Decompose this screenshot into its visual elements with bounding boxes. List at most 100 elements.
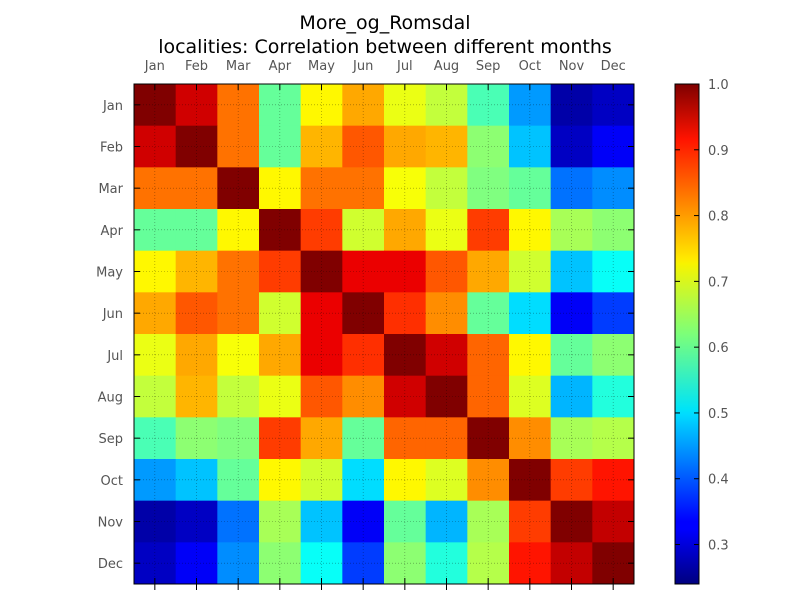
- x-tick-label-nov: Nov: [559, 59, 585, 74]
- heatmap-cell-dec-aug: [425, 542, 468, 585]
- heatmap-cell-feb-nov: [550, 125, 593, 168]
- heatmap-cell-mar-jul: [384, 167, 427, 210]
- heatmap-cell-jan-aug: [425, 84, 468, 127]
- heatmap-gridlines: [134, 84, 634, 584]
- heatmap-cell-oct-apr: [259, 459, 302, 502]
- x-tick-label-may: May: [308, 59, 335, 74]
- heatmap-cell-jul-dec: [592, 334, 635, 377]
- heatmap-cell-jan-feb: [175, 84, 218, 127]
- heatmap-cell-feb-mar: [217, 125, 260, 168]
- heatmap-cell-aug-feb: [175, 375, 218, 418]
- y-tick-label-dec: Dec: [98, 557, 123, 572]
- heatmap-cell-dec-jul: [384, 542, 427, 585]
- heatmap-cell-jul-aug: [425, 334, 468, 377]
- x-tick-label-jul: Jul: [396, 59, 413, 74]
- heatmap-cell-sep-jan: [134, 417, 177, 460]
- heatmap-cell-aug-dec: [592, 375, 635, 418]
- heatmap-cell-apr-jun: [342, 209, 385, 252]
- x-tick-label-oct: Oct: [519, 59, 541, 74]
- heatmap-cell-apr-jul: [384, 209, 427, 252]
- y-tick-label-jan: Jan: [102, 99, 123, 114]
- heatmap-cell-dec-feb: [175, 542, 218, 585]
- heatmap-cell-nov-sep: [467, 500, 510, 543]
- heatmap-cell-apr-jan: [134, 209, 177, 252]
- colorbar-ticks: 0.3 0.4 0.5 0.6 0.7 0.8 0.9 1.0: [675, 78, 729, 554]
- heatmap-cell-jul-may: [300, 334, 343, 377]
- colorbar-tick-label: 0.3: [708, 539, 729, 554]
- y-tick-label-jun: Jun: [102, 307, 123, 322]
- heatmap-cell-jan-jun: [342, 84, 385, 127]
- chart-title-line1: More_og_Romsdal: [299, 12, 470, 34]
- heatmap-cell-apr-feb: [175, 209, 218, 252]
- x-axis-ticks: Jan Feb Mar Apr May Jun Jul Aug Sep Oct Nov Dec: [144, 59, 626, 590]
- heatmap-cell-oct-feb: [175, 459, 218, 502]
- heatmap-cell-nov-may: [300, 500, 343, 543]
- x-tick-label-feb: Feb: [185, 59, 208, 74]
- heatmap-cell-nov-apr: [259, 500, 302, 543]
- heatmap-cell-mar-sep: [467, 167, 510, 210]
- heatmap-cell-feb-oct: [509, 125, 552, 168]
- heatmap-cell-sep-dec: [592, 417, 635, 460]
- heatmap-cell-sep-nov: [550, 417, 593, 460]
- heatmap-cell-oct-may: [300, 459, 343, 502]
- heatmap-cell-mar-apr: [259, 167, 302, 210]
- heatmap-cell-aug-may: [300, 375, 343, 418]
- heatmap-cell-jun-oct: [509, 292, 552, 335]
- heatmap-cell-mar-aug: [425, 167, 468, 210]
- x-tick-label-aug: Aug: [434, 59, 459, 74]
- colorbar-tick-label: 0.4: [708, 473, 729, 488]
- heatmap-cell-apr-oct: [509, 209, 552, 252]
- heatmap-cell-dec-oct: [509, 542, 552, 585]
- heatmap-cell-jan-nov: [550, 84, 593, 127]
- heatmap-cell-nov-nov: [550, 500, 593, 543]
- heatmap-cell-aug-sep: [467, 375, 510, 418]
- heatmap-cell-sep-feb: [175, 417, 218, 460]
- heatmap-cell-jun-jan: [134, 292, 177, 335]
- x-tick-label-sep: Sep: [476, 59, 501, 74]
- heatmap-cell-jan-jul: [384, 84, 427, 127]
- heatmap-cell-feb-sep: [467, 125, 510, 168]
- heatmap-cell-sep-sep: [467, 417, 510, 460]
- heatmap-cell-sep-jun: [342, 417, 385, 460]
- heatmap-cell-oct-mar: [217, 459, 260, 502]
- colorbar-tick-label: 1.0: [708, 78, 729, 93]
- heatmap-cell-jun-aug: [425, 292, 468, 335]
- heatmap-cell-mar-may: [300, 167, 343, 210]
- heatmap-cell-aug-nov: [550, 375, 593, 418]
- heatmap-cell-dec-may: [300, 542, 343, 585]
- heatmap-cell-may-mar: [217, 250, 260, 293]
- heatmap-cell-jul-jun: [342, 334, 385, 377]
- heatmap-cell-jun-mar: [217, 292, 260, 335]
- heatmap-cell-apr-sep: [467, 209, 510, 252]
- heatmap-cell-may-apr: [259, 250, 302, 293]
- chart-title-line2: localities: Correlation between differen…: [158, 36, 612, 58]
- heatmap-cell-apr-apr: [259, 209, 302, 252]
- heatmap-cell-nov-feb: [175, 500, 218, 543]
- y-tick-label-nov: Nov: [98, 516, 124, 531]
- heatmap-cell-dec-nov: [550, 542, 593, 585]
- heatmap-cell-mar-nov: [550, 167, 593, 210]
- y-tick-label-apr: Apr: [101, 224, 124, 239]
- heatmap-cell-feb-aug: [425, 125, 468, 168]
- heatmap-cell-may-feb: [175, 250, 218, 293]
- heatmap-cell-sep-may: [300, 417, 343, 460]
- heatmap-cell-may-nov: [550, 250, 593, 293]
- heatmap-cell-jun-feb: [175, 292, 218, 335]
- heatmap-cell-mar-feb: [175, 167, 218, 210]
- heatmap-cell-may-aug: [425, 250, 468, 293]
- y-tick-label-may: May: [96, 266, 123, 281]
- heatmap-cell-oct-jan: [134, 459, 177, 502]
- heatmap-cell-oct-sep: [467, 459, 510, 502]
- x-tick-label-dec: Dec: [601, 59, 626, 74]
- heatmap-cell-mar-jan: [134, 167, 177, 210]
- heatmap-cell-jul-jan: [134, 334, 177, 377]
- heatmap-cell-oct-nov: [550, 459, 593, 502]
- heatmap-cell-dec-dec: [592, 542, 635, 585]
- heatmap-cell-jun-apr: [259, 292, 302, 335]
- heatmap-cell-may-jan: [134, 250, 177, 293]
- heatmap-cell-jan-dec: [592, 84, 635, 127]
- heatmap-cell-sep-mar: [217, 417, 260, 460]
- heatmap-cell-oct-jun: [342, 459, 385, 502]
- heatmap-cell-jan-sep: [467, 84, 510, 127]
